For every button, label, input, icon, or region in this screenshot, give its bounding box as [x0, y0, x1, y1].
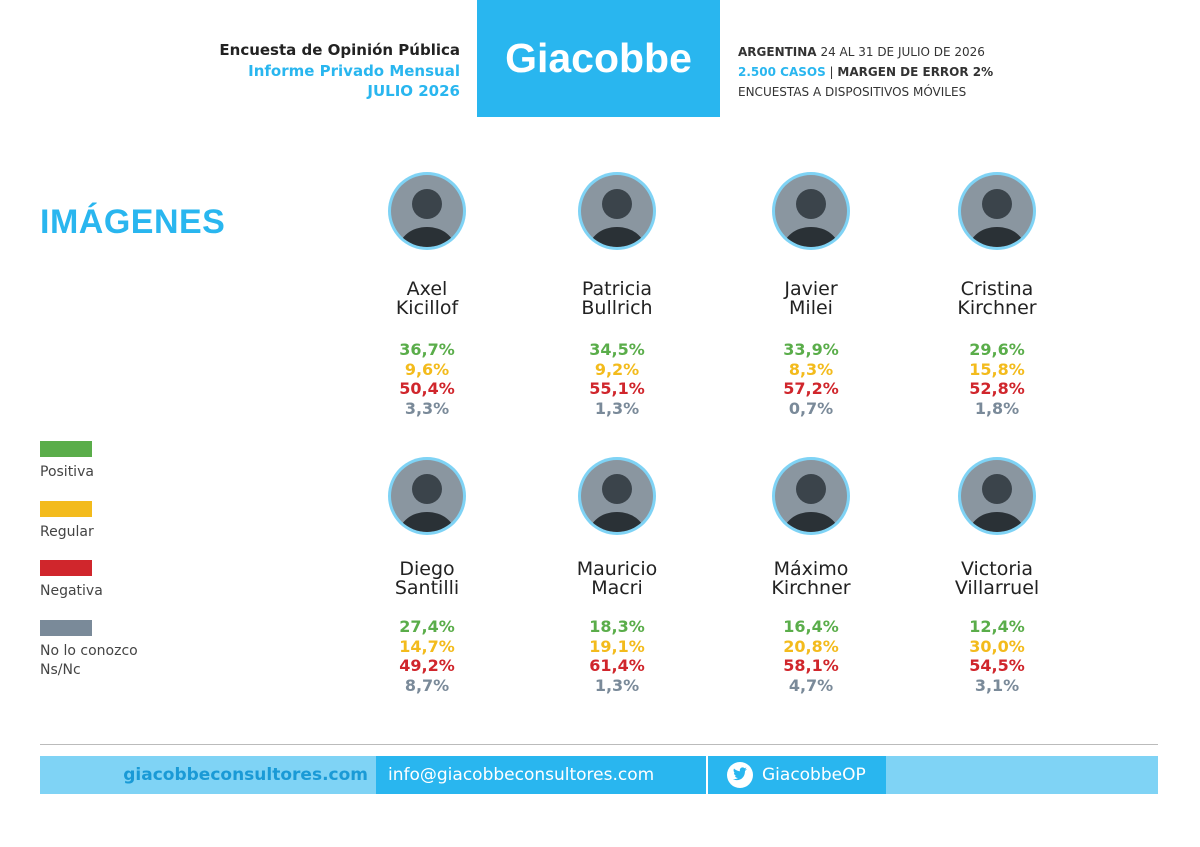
candidate-name: Diego: [399, 558, 455, 580]
candidate-name: Patricia: [581, 278, 653, 300]
candidate-value: 57,2%: [783, 379, 839, 398]
candidate-name: Bullrich: [581, 297, 653, 319]
candidate-value: 29,6%: [969, 340, 1025, 359]
header-info: 2.500 CASOS | MARGEN DE ERROR 2%: [738, 63, 993, 82]
legend-label: Ns/Nc: [40, 662, 81, 678]
candidate-name: Macri: [591, 577, 643, 599]
footer-fill: [886, 756, 1158, 794]
candidate-photo: [387, 456, 467, 536]
candidate-value: 12,4%: [969, 617, 1025, 636]
candidate-photo: [771, 456, 851, 536]
candidate-value: 4,7%: [788, 675, 834, 695]
header-info: ARGENTINA 24 AL 31 DE JULIO DE 2026: [738, 43, 985, 62]
candidate-name: Máximo: [773, 558, 849, 580]
candidate-value: 27,4%: [399, 617, 455, 636]
header-title: Encuesta de Opinión Pública: [219, 41, 460, 59]
candidate-photo: [577, 456, 657, 536]
method: ENCUESTAS A DISPOSITIVOS MÓVILES: [738, 85, 967, 99]
candidate-value: 61,4%: [589, 656, 645, 675]
candidate-value: 34,5%: [589, 340, 645, 359]
section-title: IMÁGENES: [40, 203, 226, 241]
candidate-value: 15,8%: [969, 359, 1025, 379]
candidate-value: 3,3%: [404, 398, 450, 418]
candidate-name: Kirchner: [771, 577, 851, 599]
candidate-name: Villarruel: [954, 577, 1040, 599]
margin: MARGEN DE ERROR 2%: [837, 65, 994, 79]
candidate-value: 36,7%: [399, 340, 455, 359]
candidate-value: 3,1%: [974, 675, 1020, 695]
candidate-name: Kirchner: [957, 297, 1037, 319]
candidate-value: 55,1%: [589, 379, 645, 398]
candidate-value: 19,1%: [589, 636, 645, 656]
candidate-value: 9,2%: [594, 359, 640, 379]
candidate-value: 14,7%: [399, 636, 455, 656]
candidate-value: 8,7%: [404, 675, 450, 695]
candidate-photo: [387, 171, 467, 251]
candidate-photo: [577, 171, 657, 251]
legend-label: Negativa: [40, 583, 103, 599]
legend-swatch: [40, 441, 92, 457]
separator: |: [829, 65, 834, 79]
candidate-value: 49,2%: [399, 656, 455, 675]
candidate-photo: [957, 456, 1037, 536]
candidate-name: Milei: [789, 297, 833, 319]
twitter-icon: [727, 762, 753, 788]
candidate-name: Victoria: [960, 558, 1034, 580]
candidate-name: Javier: [784, 278, 838, 300]
website[interactable]: giacobbeconsultores.com: [40, 756, 376, 794]
candidate-name: Santilli: [394, 577, 460, 599]
legend-swatch: [40, 560, 92, 576]
twitter-handle: GiacobbeOP: [762, 765, 866, 785]
candidate-value: 9,6%: [404, 359, 450, 379]
legend-label: Positiva: [40, 464, 94, 480]
email[interactable]: info@giacobbeconsultores.com: [376, 756, 706, 794]
candidate-value: 54,5%: [969, 656, 1025, 675]
divider: [40, 744, 1158, 745]
brand: Giacobbe: [477, 0, 720, 117]
candidate-value: 8,3%: [788, 359, 834, 379]
candidate-value: 50,4%: [399, 379, 455, 398]
header-date: JULIO 2026: [367, 82, 460, 100]
candidate-value: 20,8%: [783, 636, 839, 656]
legend-label: No lo conozco: [40, 643, 138, 659]
candidate-value: 33,9%: [783, 340, 839, 359]
cases: 2.500 CASOS: [738, 65, 826, 79]
candidate-value: 1,3%: [594, 398, 640, 418]
candidate-value: 1,3%: [594, 675, 640, 695]
candidate-name: Cristina: [960, 278, 1034, 300]
candidate-name: Kicillof: [395, 297, 459, 319]
period: 24 AL 31 DE JULIO DE 2026: [820, 45, 985, 59]
candidate-name: Axel: [406, 278, 448, 300]
candidate-value: 18,3%: [589, 617, 645, 636]
header-subtitle: Informe Privado Mensual: [248, 62, 460, 80]
candidate-name: Mauricio: [576, 558, 658, 580]
candidate-value: 58,1%: [783, 656, 839, 675]
legend-swatch: [40, 620, 92, 636]
candidate-value: 30,0%: [969, 636, 1025, 656]
candidate-value: 52,8%: [969, 379, 1025, 398]
legend-swatch: [40, 501, 92, 517]
candidate-photo: [957, 171, 1037, 251]
legend-label: Regular: [40, 524, 94, 540]
twitter[interactable]: GiacobbeOP: [706, 756, 886, 794]
candidate-value: 1,8%: [974, 398, 1020, 418]
candidate-value: 16,4%: [783, 617, 839, 636]
candidate-photo: [771, 171, 851, 251]
country: ARGENTINA: [738, 45, 817, 59]
candidate-value: 0,7%: [788, 398, 834, 418]
